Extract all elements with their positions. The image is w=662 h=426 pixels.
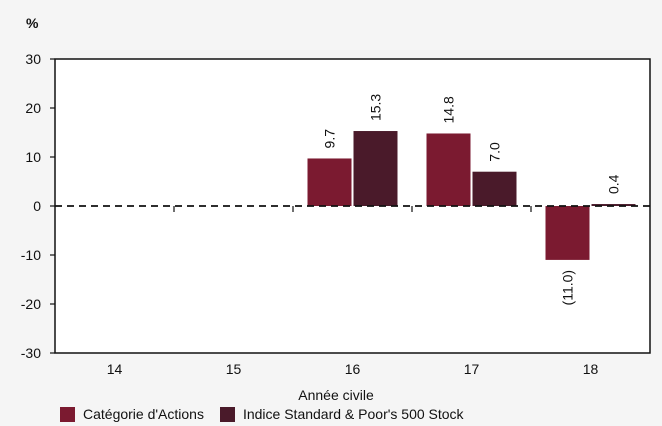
data-label: (11.0) [560,270,576,306]
y-unit-label: % [26,15,39,31]
bar [426,133,471,206]
data-labels: 9.7 14.8 (11.0) 15.3 7.0 0.4 [322,94,622,306]
y-axis: 30 20 10 0 -10 -20 -30 [21,51,55,361]
data-label: 0.4 [606,174,622,194]
bar [591,204,636,206]
x-axis-title: Année civile [298,387,374,403]
legend-label-series-1: Catégorie d'Actions [83,406,204,422]
y-tick-label: -10 [21,247,41,263]
legend-item-series-2: Indice Standard & Poor's 500 Stock [219,406,464,422]
legend-label-series-2: Indice Standard & Poor's 500 Stock [242,406,464,422]
bar [472,171,517,206]
y-tick-label: 20 [25,100,41,116]
legend-item-series-1: Catégorie d'Actions [60,406,204,422]
y-tick-label: -20 [21,296,41,312]
y-tick-label: -30 [21,345,41,361]
bar [307,158,352,206]
y-tick-label: 0 [33,198,41,214]
y-tick-label: 10 [25,149,41,165]
y-tick-label: 30 [25,51,41,67]
data-label: 7.0 [487,142,503,162]
bar [545,206,590,260]
x-axis: 14 15 16 17 18 [107,206,599,377]
x-tick-label: 16 [345,361,361,377]
bar [353,131,398,206]
data-label: 14.8 [441,96,457,123]
legend-swatch-series-1 [60,406,75,422]
data-label: 9.7 [322,129,338,149]
x-tick-label: 17 [464,361,480,377]
x-tick-label: 18 [583,361,599,377]
bars [307,131,636,260]
x-tick-label: 14 [107,361,123,377]
legend-swatch-series-2 [219,406,235,422]
legend: Catégorie d'Actions Indice Standard & Po… [60,406,480,422]
x-tick-label: 15 [226,361,242,377]
data-label: 15.3 [368,94,384,121]
